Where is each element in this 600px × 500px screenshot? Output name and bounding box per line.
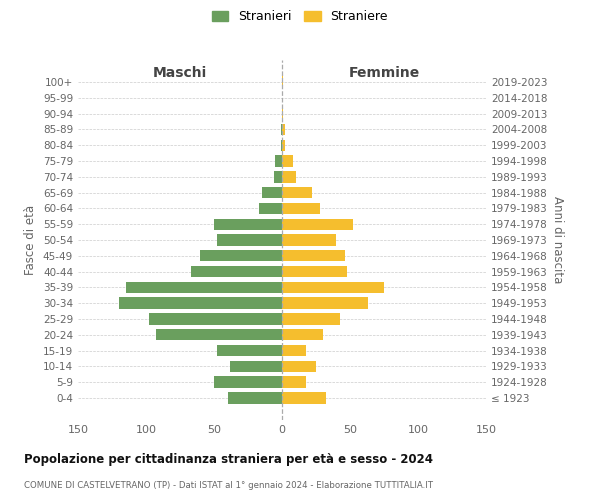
Bar	[281, 124, 282, 135]
Y-axis label: Fasce di età: Fasce di età	[25, 205, 37, 275]
Y-axis label: Anni di nascita: Anni di nascita	[551, 196, 564, 284]
Bar	[282, 266, 347, 278]
Bar	[282, 345, 307, 356]
Bar	[282, 218, 353, 230]
Bar	[125, 282, 282, 293]
Bar	[119, 298, 282, 309]
Bar	[275, 156, 282, 166]
Bar	[214, 218, 282, 230]
Text: Popolazione per cittadinanza straniera per età e sesso - 2024: Popolazione per cittadinanza straniera p…	[24, 452, 433, 466]
Bar	[230, 360, 282, 372]
Bar	[282, 140, 285, 151]
Bar	[282, 298, 368, 309]
Bar	[282, 171, 296, 182]
Bar	[217, 345, 282, 356]
Bar	[200, 250, 282, 262]
Bar	[217, 234, 282, 246]
Bar	[282, 376, 307, 388]
Bar	[191, 266, 282, 278]
Bar	[282, 392, 326, 404]
Bar	[282, 76, 283, 88]
Bar	[282, 124, 285, 135]
Bar	[282, 314, 340, 324]
Bar	[262, 187, 282, 198]
Text: Maschi: Maschi	[153, 66, 207, 80]
Bar	[282, 250, 344, 262]
Bar	[227, 392, 282, 404]
Bar	[282, 156, 293, 166]
Bar	[214, 376, 282, 388]
Bar	[282, 360, 316, 372]
Bar	[149, 314, 282, 324]
Bar	[274, 171, 282, 182]
Legend: Stranieri, Straniere: Stranieri, Straniere	[208, 6, 392, 26]
Text: Femmine: Femmine	[349, 66, 419, 80]
Bar	[282, 234, 337, 246]
Bar	[281, 140, 282, 151]
Bar	[155, 329, 282, 340]
Bar	[282, 282, 384, 293]
Bar	[282, 108, 283, 120]
Bar	[282, 329, 323, 340]
Text: COMUNE DI CASTELVETRANO (TP) - Dati ISTAT al 1° gennaio 2024 - Elaborazione TUTT: COMUNE DI CASTELVETRANO (TP) - Dati ISTA…	[24, 481, 433, 490]
Bar	[259, 202, 282, 214]
Bar	[282, 187, 312, 198]
Bar	[282, 202, 320, 214]
